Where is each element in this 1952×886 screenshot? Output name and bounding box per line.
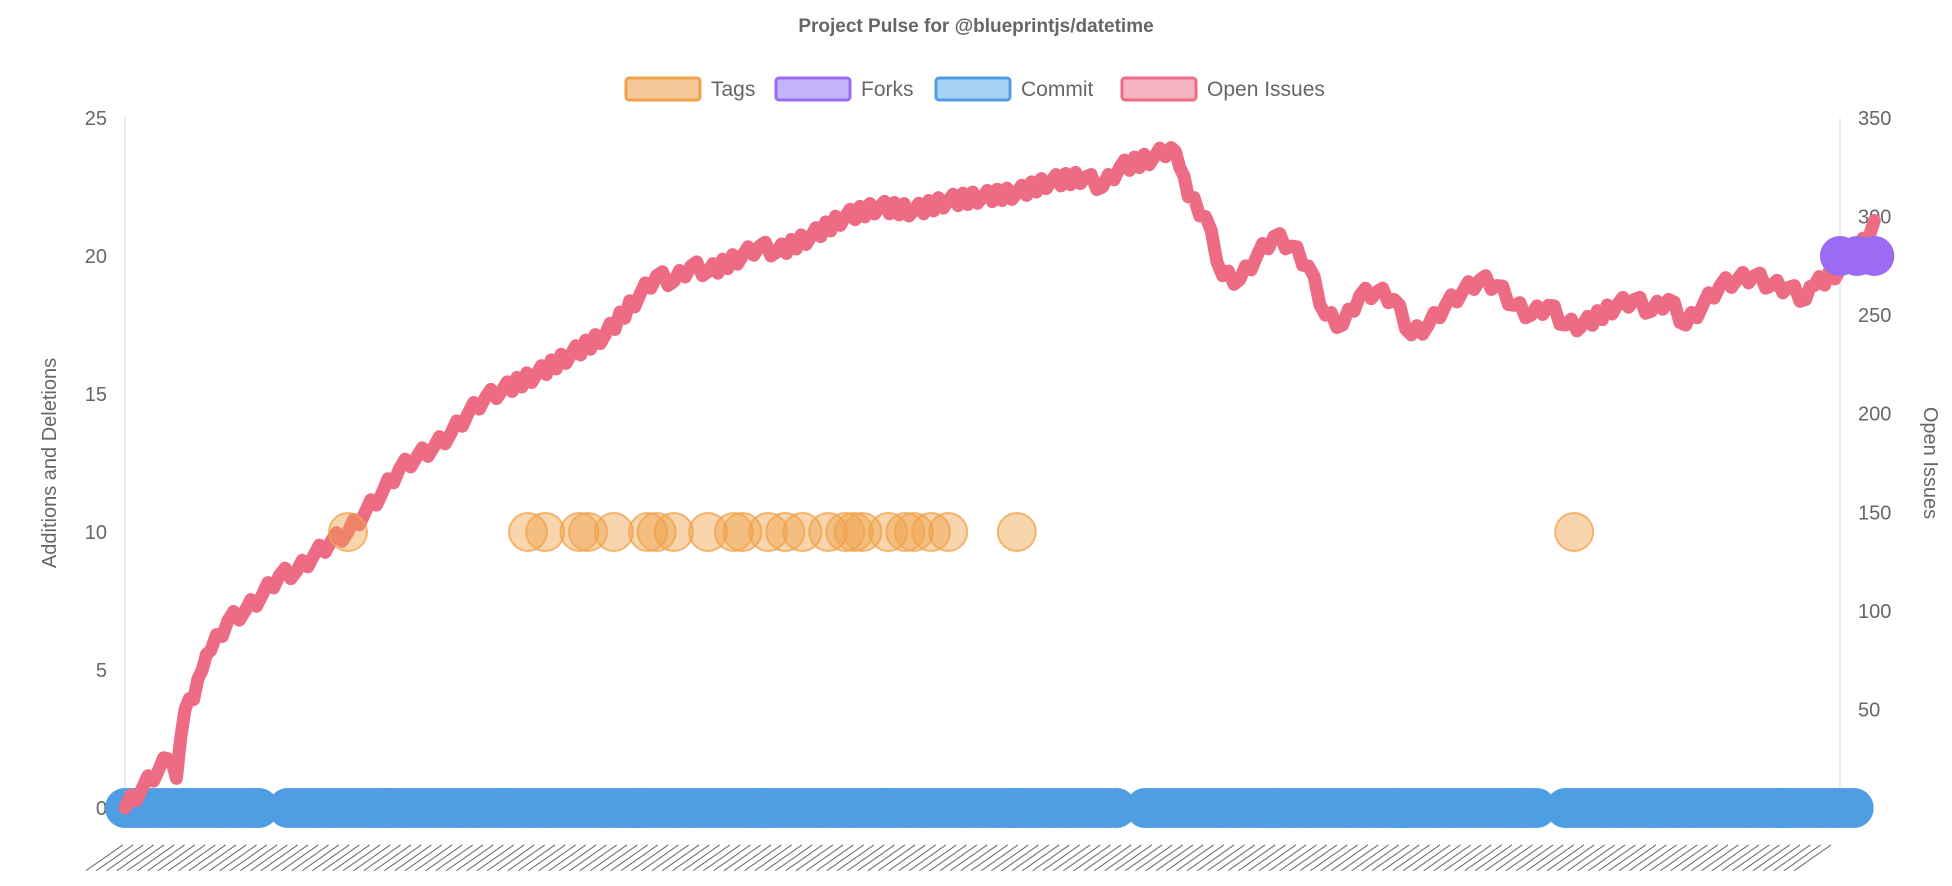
left-axis-ticks: 0 5 10 15 20 25 [85, 108, 107, 820]
legend-item-commit[interactable]: Commit [934, 76, 1093, 102]
tag-point [748, 512, 789, 552]
right-axis-label: Open Issues [1919, 407, 1941, 519]
legend: Tags Forks Commit Open Issues [624, 76, 1325, 102]
forks-series [1820, 236, 1895, 276]
x-axis-ticks: ————————————————————————————————————————… [81, 837, 1836, 877]
legend-label-commit: Commit [1021, 78, 1093, 101]
right-tick-label: 50 [1858, 699, 1880, 721]
left-tick-label: 10 [85, 522, 107, 544]
legend-item-forks[interactable]: Forks [774, 76, 914, 102]
left-tick-label: 15 [85, 384, 107, 406]
open-issues-line [118, 141, 1881, 815]
tag-point [893, 512, 934, 552]
tag-point [1554, 512, 1595, 552]
tag-point [713, 512, 754, 552]
right-tick-label: 350 [1858, 108, 1891, 130]
tag-point [559, 512, 600, 552]
tag-point [911, 512, 952, 552]
legend-item-tags[interactable]: Tags [624, 76, 755, 102]
legend-label-open-issues: Open Issues [1207, 78, 1325, 101]
right-tick-label: 150 [1858, 502, 1891, 524]
tag-point [327, 512, 368, 552]
tag-point [825, 512, 866, 552]
right-tick-label: 100 [1858, 601, 1891, 623]
chart-title: Project Pulse for @blueprintjs/datetime [798, 16, 1153, 37]
right-tick-label: 250 [1858, 305, 1891, 327]
commit-point [1833, 788, 1874, 828]
left-tick-label: 0 [96, 798, 107, 820]
open-issues-series [118, 141, 1881, 815]
legend-swatch-commit [934, 76, 1012, 102]
tag-point [508, 512, 549, 552]
legend-label-forks: Forks [861, 78, 914, 101]
tags-series [327, 512, 1595, 552]
left-tick-label: 20 [85, 246, 107, 268]
left-tick-label: 5 [96, 660, 107, 682]
legend-swatch-tags [624, 76, 702, 102]
legend-label-tags: Tags [711, 78, 755, 101]
tag-point [833, 512, 874, 552]
fork-point [1854, 236, 1895, 276]
legend-item-open-issues[interactable]: Open Issues [1120, 76, 1325, 102]
legend-swatch-open-issues [1120, 76, 1198, 102]
tag-point [653, 512, 694, 552]
tag-point [525, 512, 566, 552]
tag-point [636, 512, 677, 552]
tag-point [593, 512, 634, 552]
commit-series [105, 788, 1874, 828]
left-axis-label: Additions and Deletions [39, 358, 61, 568]
left-tick-label: 25 [85, 108, 107, 130]
tag-point [928, 512, 969, 552]
tag-point [765, 512, 806, 552]
legend-swatch-forks [774, 76, 852, 102]
right-tick-label: 200 [1858, 404, 1891, 426]
tag-point [996, 512, 1037, 552]
